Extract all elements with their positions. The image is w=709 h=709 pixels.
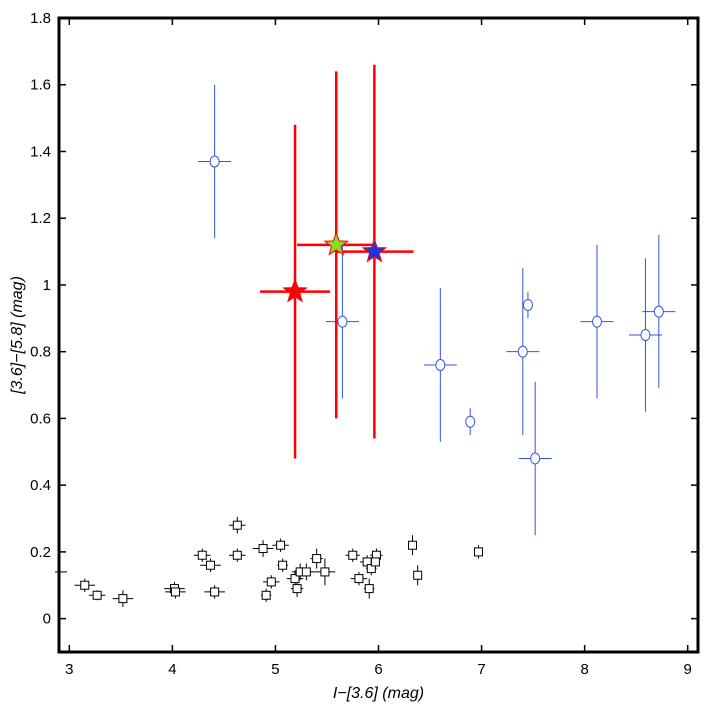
square-marker [258,544,268,554]
x-tick-label: 9 [684,661,692,678]
circle-marker [517,345,528,358]
y-tick-label: 0 [43,611,51,628]
circle-marker [337,315,348,328]
square-marker [301,567,311,577]
square-marker [118,594,128,604]
y-tick-label: 1.6 [30,77,51,94]
circle-marker [522,298,533,311]
square-marker [292,584,302,594]
square-marker [232,550,242,560]
y-tick-label: 1 [43,277,51,294]
circle-marker [209,155,220,168]
star-marker [323,231,350,256]
errorbar-layer [55,64,676,607]
y-axis-label: [3.6]−[5.8] (mag) [9,276,26,395]
square-marker [170,587,180,597]
y-tick-label: 0.4 [30,477,51,494]
circle-marker [465,415,476,428]
square-marker [312,554,322,564]
circle-marker [640,329,651,341]
square-marker [348,550,358,560]
y-tick-label: 1.2 [30,210,51,227]
square-marker [197,550,207,560]
circle-marker [591,315,602,328]
y-tick-label: 0.6 [30,410,51,427]
circle-marker [530,452,541,465]
square-marker [354,574,364,584]
square-marker [278,560,288,570]
x-axis-label: I−[3.6] (mag) [333,685,424,702]
square-marker [261,590,271,600]
square-marker [473,547,483,557]
square-marker [232,520,242,530]
star-marker [361,238,388,263]
y-tick-label: 0.8 [30,344,51,361]
y-tick-label: 1.8 [30,10,51,27]
square-marker [290,574,300,584]
x-tick-label: 6 [374,661,382,678]
square-marker [413,570,423,580]
x-tick-label: 5 [271,661,279,678]
square-marker [80,580,90,590]
square-marker [92,590,102,600]
square-marker [276,540,286,550]
square-marker [266,577,276,587]
star-marker [282,278,308,303]
marker-layer [80,155,664,604]
x-tick-label: 7 [477,661,485,678]
x-tick-label: 8 [580,661,588,678]
circle-marker [653,305,664,318]
square-marker [320,567,330,577]
y-tick-label: 1.4 [30,143,51,160]
square-marker [364,584,374,594]
x-tick-label: 4 [168,661,176,678]
axis-ticks: 3 4 5 6 7 8 9 0 0.2 0.4 0.6 0.8 1 1.2 1.4 1.6 1.8 [30,10,698,678]
square-marker [408,540,418,550]
x-tick-label: 3 [65,661,73,678]
square-marker [370,557,380,567]
circle-marker [435,359,446,372]
square-marker [210,587,220,597]
square-marker [206,560,216,570]
y-tick-label: 0.2 [30,544,51,561]
